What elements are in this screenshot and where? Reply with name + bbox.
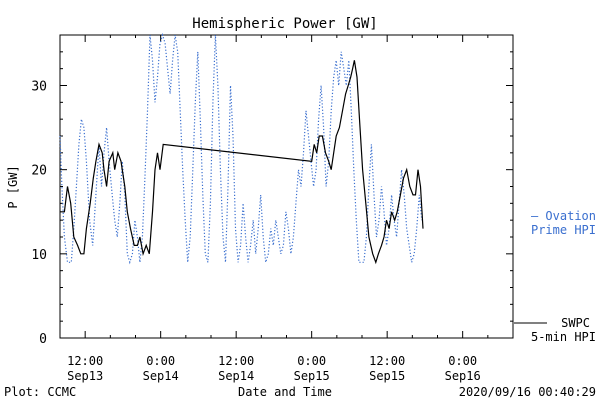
x-tick-date-label: Sep13: [67, 369, 103, 383]
x-axis-label: Date and Time: [238, 385, 332, 399]
x-tick-time-label: 12:00: [369, 354, 405, 368]
y-tick-label: 30: [31, 80, 47, 95]
x-tick-date-label: Sep14: [218, 369, 254, 383]
legend-ovation-line2: Prime HPI: [531, 223, 596, 237]
x-tick-date-label: Sep15: [294, 369, 330, 383]
x-tick-date-label: Sep15: [369, 369, 405, 383]
chart-title: Hemispheric Power [GW]: [192, 16, 377, 32]
x-tick-date-label: Sep16: [445, 369, 481, 383]
legend-swpc-line2: 5-min HPI: [531, 330, 596, 344]
axis-ticks: 010203012:00Sep130:00Sep1412:00Sep140:00…: [31, 34, 513, 383]
series-layer: [59, 32, 424, 265]
x-tick-time-label: 12:00: [67, 354, 103, 368]
legend-swpc-line1: SWPC: [561, 316, 590, 330]
y-tick-label: 20: [31, 164, 47, 179]
y-axis-label: P [GW]: [6, 165, 20, 208]
swpc-hpi-series-line: [60, 60, 424, 265]
x-tick-date-label: Sep14: [143, 369, 179, 383]
y-tick-label: 10: [31, 248, 47, 263]
x-tick-time-label: 0:00: [146, 354, 175, 368]
x-tick-time-label: 0:00: [297, 354, 326, 368]
footer-plot-source: Plot: CCMC: [4, 385, 76, 399]
footer-timestamp: 2020/09/16 00:40:29: [459, 385, 596, 399]
x-tick-time-label: 12:00: [218, 354, 254, 368]
legend-ovation-line1: — Ovation: [531, 209, 596, 223]
y-tick-label: 0: [39, 332, 47, 347]
plot-frame: [59, 34, 514, 339]
x-tick-time-label: 0:00: [448, 354, 477, 368]
